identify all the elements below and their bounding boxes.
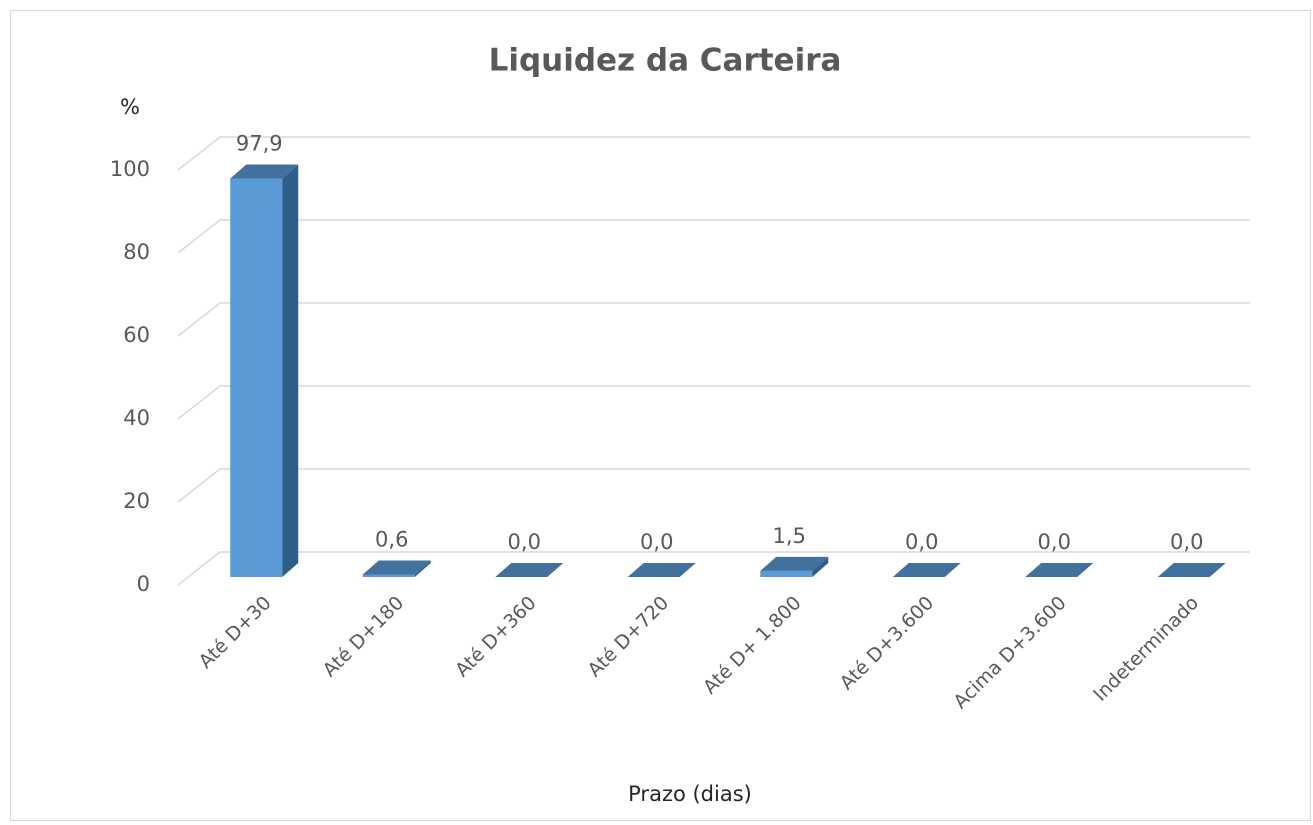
value-label: 97,9 [236,132,283,156]
bar [1157,563,1226,577]
bar [362,560,431,577]
bar [892,563,961,577]
value-label: 1,5 [773,524,806,548]
grid-line [177,551,1250,586]
value-label: 0,6 [375,528,408,552]
bar-side [812,556,829,577]
grid-line [177,302,1250,337]
y-tick-label: 0 [137,572,150,596]
y-tick-label: 100 [110,157,150,181]
bar [230,164,299,577]
chart-frame [10,10,1311,821]
grid-line [177,219,1250,254]
y-tick-label: 20 [123,489,150,513]
chart-title: Liquidez da Carteira [489,43,842,79]
bar-front [230,178,283,577]
y-tick-label: 40 [123,406,150,430]
bar-side [282,164,299,577]
bar-top [362,560,431,575]
value-label: 0,0 [1038,530,1071,554]
bar-top [495,563,564,577]
y-axis-label: % [120,95,140,119]
bar-side [414,560,431,577]
bar-top [1025,563,1094,577]
value-label: 0,0 [1170,530,1203,554]
bar-front [362,574,415,577]
value-label: 0,0 [640,530,673,554]
grid-line [177,385,1250,420]
bar [1025,563,1094,577]
bar-top [892,563,961,577]
y-tick-label: 80 [123,240,150,264]
bar [627,563,696,577]
bar-top [627,563,696,577]
bar-top [230,164,299,179]
value-label: 0,0 [508,530,541,554]
grid-line [177,468,1250,503]
value-label: 0,0 [905,530,938,554]
bar [760,556,829,577]
bar-top [1157,563,1226,577]
y-tick-label: 60 [123,323,150,347]
bar-top [760,556,829,571]
grid-line [177,136,1250,171]
bar [495,563,564,577]
x-axis-label: Prazo (dias) [628,782,752,806]
bar-front [760,570,813,577]
